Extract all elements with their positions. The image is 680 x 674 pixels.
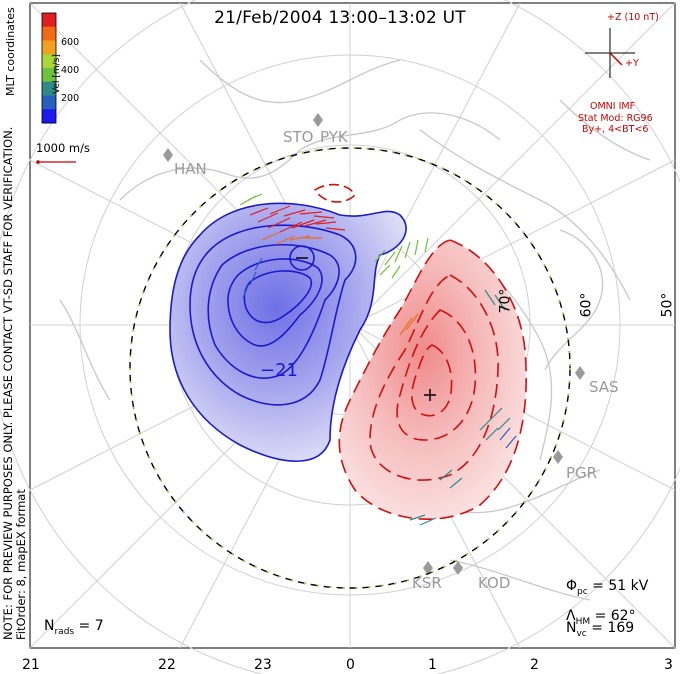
- vector-count: Nvc = 169: [566, 620, 635, 639]
- site-pyk: PYK: [320, 128, 348, 146]
- colorbar-tick-200: 200: [61, 93, 80, 104]
- colorbar-segment: [42, 68, 56, 83]
- mlt-tick-23: 23: [254, 657, 272, 673]
- reference-vector-label: 1000 m/s: [36, 141, 90, 155]
- latitude-label-50: 50°: [659, 292, 676, 318]
- site-ksr: KSR: [412, 574, 442, 592]
- potential-maximum-marker: [424, 389, 436, 401]
- colorbar-segment: [42, 81, 56, 96]
- imf-y-axis-label: +Y: [625, 58, 639, 69]
- contour-label-negative: −21: [260, 360, 298, 381]
- mlt-tick-22: 22: [158, 657, 176, 673]
- mlt-tick-21: 21: [22, 657, 40, 673]
- colorbar-tick-400: 400: [61, 65, 80, 76]
- mlt-tick-3: 3: [664, 657, 673, 673]
- velocity-colorbar: [42, 13, 56, 124]
- velocity-vectors: [239, 193, 517, 526]
- stat-model: Stat Mod: RG96: [578, 113, 653, 124]
- positive-potential-cell: [313, 183, 527, 520]
- cross-polar-potential: Φpc = 51 kV: [566, 578, 649, 597]
- colorbar-segment: [42, 54, 56, 69]
- mlt-tick-0: 0: [346, 657, 355, 673]
- colorbar-tick-600: 600: [61, 37, 80, 48]
- imf-vector: [609, 52, 623, 66]
- site-kod: KOD: [478, 574, 511, 592]
- latitude-label-60: 60°: [578, 292, 595, 318]
- colorbar-segment: [42, 109, 56, 124]
- hm-boundary-dots: [129, 147, 571, 589]
- imf-source: OMNI IMF: [590, 101, 636, 112]
- mlt-tick-2: 2: [530, 657, 539, 673]
- latitude-label-70: 70°: [497, 288, 514, 314]
- site-sas: SAS: [589, 378, 619, 396]
- colorbar-segment: [42, 26, 56, 41]
- mlt-tick-1: 1: [428, 657, 437, 673]
- imf-z-axis-label: +Z (10 nT): [607, 12, 659, 23]
- map-title: 21/Feb/2004 13:00–13:02 UT: [214, 8, 466, 28]
- radar-site-markers: [163, 113, 585, 575]
- site-sto: STO: [283, 128, 314, 146]
- radar-count: Nrads = 7: [44, 618, 104, 637]
- coordinate-system-label: MLT coordinates: [4, 7, 17, 96]
- colorbar-segment: [42, 40, 56, 55]
- site-han: HAN: [174, 160, 207, 178]
- preview-note: NOTE: FOR PREVIEW PURPOSES ONLY. PLEASE …: [1, 126, 28, 640]
- negative-potential-cell: [169, 202, 407, 462]
- hm-latitude: ΛHM = 62°: [566, 608, 636, 627]
- colorbar-segment: [42, 13, 56, 28]
- imf-condition: By+, 4<BT<6: [582, 124, 649, 135]
- site-pgr: PGR: [566, 464, 598, 482]
- colorbar-segment: [42, 95, 56, 110]
